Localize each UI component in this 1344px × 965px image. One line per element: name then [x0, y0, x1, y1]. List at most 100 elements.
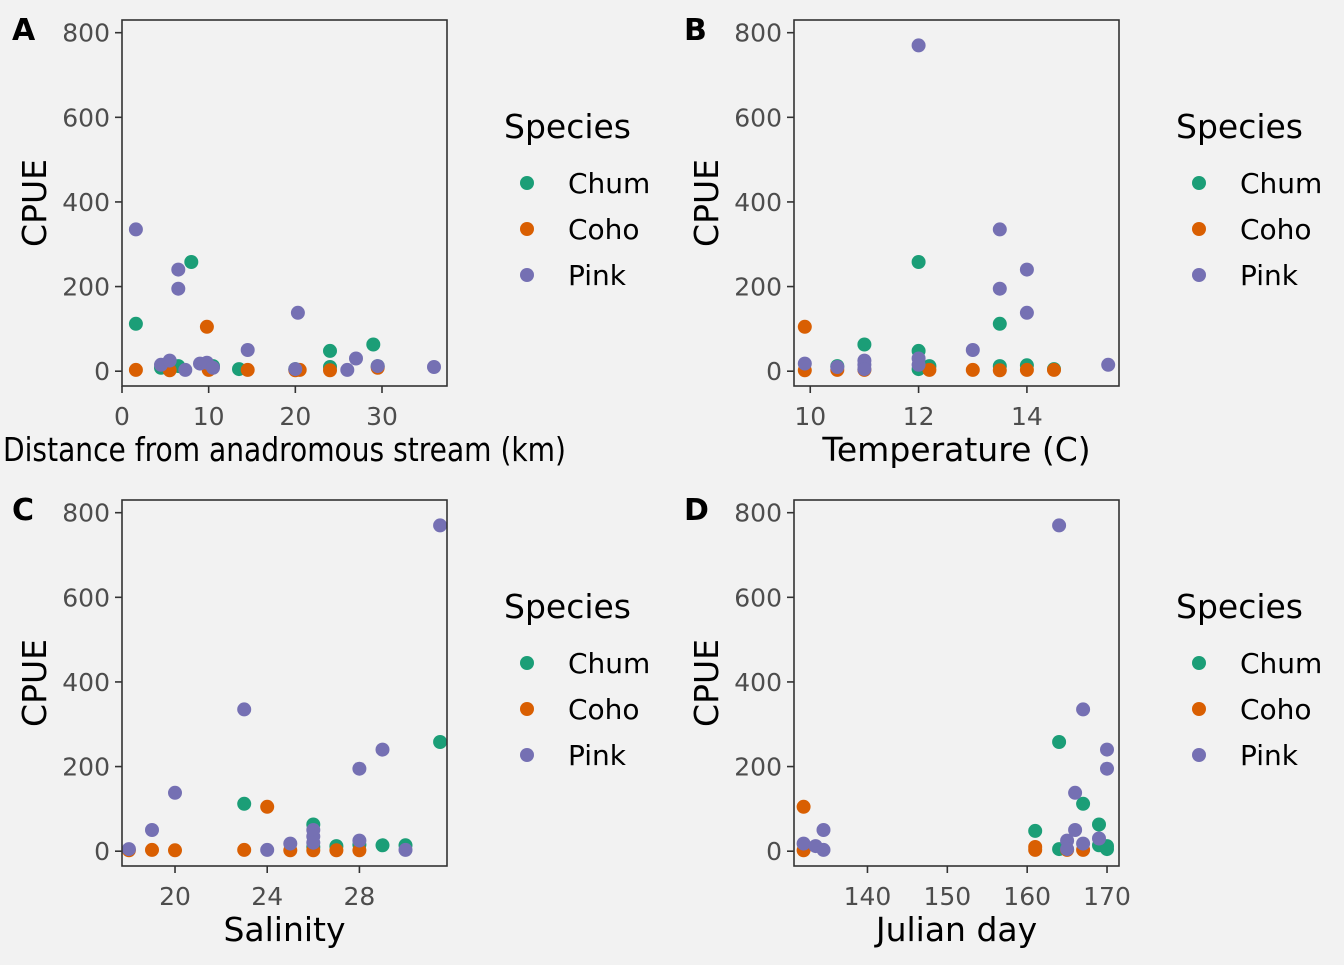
y-tick-label: 600: [62, 583, 110, 612]
point-pink: [1052, 518, 1067, 533]
point-coho: [922, 362, 937, 377]
point-chum: [184, 255, 199, 269]
point-coho: [1028, 842, 1043, 857]
panel-tag: D: [684, 493, 709, 528]
y-tick-label: 400: [734, 668, 782, 697]
y-tick-label: 0: [766, 837, 782, 866]
point-pink: [797, 356, 812, 371]
point-pink: [992, 222, 1007, 237]
point-pink: [992, 281, 1007, 296]
points-group: [796, 518, 1114, 858]
point-coho: [796, 799, 811, 814]
point-chum: [911, 255, 926, 269]
x-tick-label: 0: [114, 402, 130, 431]
y-tick-label: 400: [62, 188, 110, 217]
point-coho: [797, 319, 812, 334]
point-chum: [375, 838, 390, 853]
point-pink: [206, 360, 220, 375]
point-pink: [1060, 842, 1075, 857]
panel-border: [793, 499, 1120, 867]
legend-label: Coho: [568, 213, 640, 246]
point-pink: [816, 842, 831, 857]
legend-label: Coho: [1240, 213, 1312, 246]
legend-label: Coho: [568, 693, 640, 726]
point-pink: [237, 702, 252, 717]
panel-tag: A: [12, 13, 36, 48]
panel-border: [793, 19, 1120, 387]
point-pink: [857, 362, 872, 377]
point-pink: [1076, 836, 1091, 851]
y-tick-label: 400: [62, 668, 110, 697]
legend-key-pink: [1192, 748, 1206, 762]
legend-key-chum: [520, 656, 534, 670]
y-tick-label: 800: [734, 19, 782, 48]
legend: Species Chum Coho Pink: [1176, 587, 1322, 772]
point-chum: [323, 343, 337, 358]
legend-label: Chum: [568, 647, 650, 680]
point-coho: [992, 363, 1007, 378]
point-pink: [427, 360, 441, 374]
point-pink: [398, 842, 413, 857]
legend-key-coho: [1192, 222, 1206, 236]
legend-title: Species: [1176, 107, 1303, 146]
x-tick-label: 160: [1003, 882, 1051, 911]
x-tick-label: 170: [1083, 882, 1131, 911]
legend-key-chum: [520, 176, 534, 190]
point-pink: [796, 836, 811, 851]
y-tick-label: 0: [94, 837, 110, 866]
x-tick-label: 150: [923, 882, 971, 911]
point-chum: [992, 316, 1007, 331]
point-pink: [375, 742, 390, 757]
y-tick-label: 200: [62, 753, 110, 782]
x-tick-label: 10: [794, 402, 826, 431]
x-axis-title: Salinity: [223, 910, 345, 949]
point-pink: [965, 343, 980, 357]
point-pink: [1100, 742, 1114, 757]
legend-label: Coho: [1240, 693, 1312, 726]
legend: Species Chum Coho Pink: [504, 107, 650, 292]
x-tick-label: 28: [344, 882, 376, 911]
point-chum: [1052, 735, 1067, 749]
legend: Species Chum Coho Pink: [1176, 107, 1322, 292]
x-tick-label: 30: [366, 402, 398, 431]
y-tick-label: 200: [62, 273, 110, 302]
point-chum: [366, 337, 381, 352]
y-tick-label: 600: [62, 103, 110, 132]
legend-title: Species: [1176, 587, 1303, 626]
panel-tag: C: [12, 493, 34, 528]
x-axis-title: Distance from anadromous stream (km): [3, 430, 566, 469]
point-pink: [370, 359, 385, 374]
x-tick-label: 10: [193, 402, 225, 431]
point-pink: [1068, 785, 1083, 800]
point-coho: [1019, 362, 1034, 377]
x-axis-title: Julian day: [874, 910, 1037, 949]
x-tick-label: 20: [159, 882, 191, 911]
y-tick-label: 0: [94, 357, 110, 386]
point-pink: [1019, 305, 1034, 320]
point-pink: [288, 362, 303, 377]
point-chum: [237, 796, 252, 811]
point-pink: [1076, 702, 1091, 717]
y-tick-label: 800: [734, 499, 782, 528]
point-pink: [1101, 357, 1116, 372]
point-coho: [240, 362, 255, 377]
legend-key-chum: [1192, 656, 1206, 670]
y-axis-title: CPUE: [687, 639, 726, 727]
legend-key-coho: [520, 702, 534, 716]
point-pink: [178, 362, 193, 377]
point-pink: [306, 835, 321, 850]
legend-key-coho: [1192, 702, 1206, 716]
points-group: [797, 38, 1116, 378]
y-tick-label: 200: [734, 273, 782, 302]
point-chum: [1100, 842, 1114, 857]
y-tick-label: 400: [734, 188, 782, 217]
legend-label: Chum: [1240, 647, 1322, 680]
point-pink: [283, 836, 298, 851]
legend-label: Pink: [1240, 739, 1299, 772]
points-group: [128, 222, 441, 378]
x-tick-label: 20: [279, 402, 311, 431]
points-group: [121, 518, 448, 858]
panel-border: [121, 499, 448, 867]
